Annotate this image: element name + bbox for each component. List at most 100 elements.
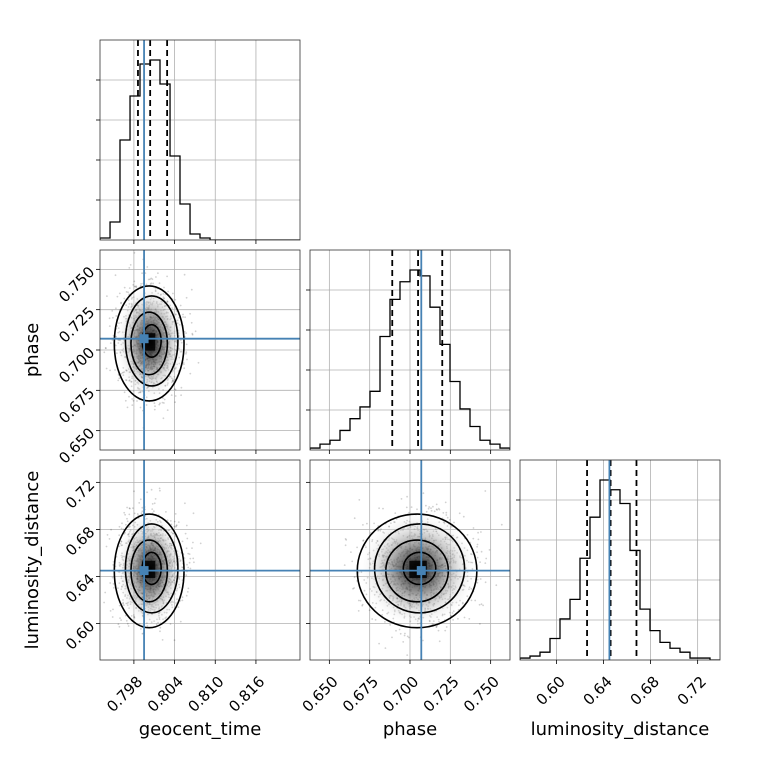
truth-marker <box>416 566 426 576</box>
sample-point <box>368 609 371 612</box>
sample-point <box>406 495 408 498</box>
sample-point <box>530 545 532 547</box>
sample-point <box>127 291 129 294</box>
sample-point <box>484 490 487 492</box>
sample-point <box>479 623 481 625</box>
sample-point <box>186 591 189 593</box>
sample-point <box>406 654 409 656</box>
sample-point <box>389 624 391 626</box>
sample-point <box>175 524 178 527</box>
sample-point <box>191 332 194 335</box>
contour-level-3 <box>402 551 437 586</box>
sample-point <box>476 543 479 546</box>
sample-point <box>468 618 471 620</box>
sample-point <box>438 640 441 643</box>
sample-point <box>352 587 354 590</box>
sample-point <box>175 525 177 528</box>
panel-frame <box>519 459 721 661</box>
sample-point <box>157 272 159 275</box>
sample-point <box>476 556 479 559</box>
sample-point <box>154 498 157 500</box>
sample-point <box>118 625 121 628</box>
sample-point <box>112 583 115 585</box>
sample-point <box>199 542 202 545</box>
sample-point <box>430 507 432 510</box>
sample-point <box>141 506 144 509</box>
sample-point <box>435 625 438 628</box>
sample-point <box>131 404 134 406</box>
sample-point <box>194 330 197 333</box>
sample-point <box>181 540 184 543</box>
x-tick-label: 0.816 <box>225 673 268 716</box>
y-tick-label: 0.650 <box>55 424 98 467</box>
sample-point <box>108 538 111 540</box>
sample-point <box>437 507 440 510</box>
histogram-step-phase <box>310 269 510 450</box>
y-tick-label: 0.68 <box>62 523 98 559</box>
sample-point <box>185 524 188 527</box>
sample-point <box>192 512 195 515</box>
sample-point <box>477 538 480 541</box>
sample-point <box>476 581 479 584</box>
sample-point <box>185 547 188 550</box>
sample-point <box>445 511 448 514</box>
sample-point <box>402 641 405 643</box>
sample-point <box>147 278 150 281</box>
sample-point <box>132 284 135 286</box>
sample-point <box>126 517 128 520</box>
sample-point <box>344 544 347 547</box>
sample-point <box>189 557 192 560</box>
sample-point <box>180 386 183 389</box>
sample-point <box>125 291 128 293</box>
sample-point <box>462 515 465 518</box>
sample-point <box>111 576 114 579</box>
sample-point <box>111 616 114 618</box>
sample-point <box>361 604 364 607</box>
sample-point <box>139 406 142 409</box>
sample-point <box>104 591 107 594</box>
panel-frame <box>99 39 301 241</box>
sample-point <box>116 295 119 298</box>
sample-point <box>177 521 180 523</box>
sample-point <box>139 498 142 501</box>
sample-point <box>185 296 188 299</box>
sample-point <box>105 545 108 548</box>
hist-panel-phase <box>306 249 511 454</box>
sample-point <box>482 604 484 607</box>
sample-point <box>115 307 117 310</box>
sample-point <box>141 632 144 635</box>
hist-content-luminosity_distance <box>520 460 720 660</box>
x-tick-label: 0.72 <box>674 673 710 709</box>
sample-point <box>356 546 358 549</box>
sample-point <box>155 662 157 664</box>
sample-point <box>437 629 440 632</box>
sample-point <box>126 520 129 523</box>
x-tick-label: 0.750 <box>460 673 503 716</box>
sample-point <box>394 512 397 514</box>
sample-point <box>478 603 481 606</box>
sample-point <box>131 398 134 400</box>
sample-point <box>108 317 111 320</box>
sample-point <box>185 574 188 577</box>
sample-point <box>182 313 184 316</box>
sample-point <box>425 504 427 507</box>
sample-point <box>405 506 408 509</box>
sample-point <box>185 343 188 346</box>
sample-point <box>155 276 157 278</box>
sample-point <box>184 502 186 505</box>
sample-point <box>153 408 156 411</box>
sample-point <box>154 405 156 408</box>
sample-point <box>403 634 406 637</box>
sample-point <box>120 619 122 621</box>
scatter-content <box>100 250 300 450</box>
sample-point <box>133 285 136 288</box>
sample-point <box>500 523 503 526</box>
sample-point <box>353 587 355 589</box>
sample-point <box>126 406 129 409</box>
x-tick-label: 0.810 <box>185 673 228 716</box>
sample-point <box>118 377 121 380</box>
sample-point <box>136 400 138 402</box>
sample-point <box>187 587 190 590</box>
sample-point <box>371 618 374 620</box>
sample-point <box>476 551 478 554</box>
